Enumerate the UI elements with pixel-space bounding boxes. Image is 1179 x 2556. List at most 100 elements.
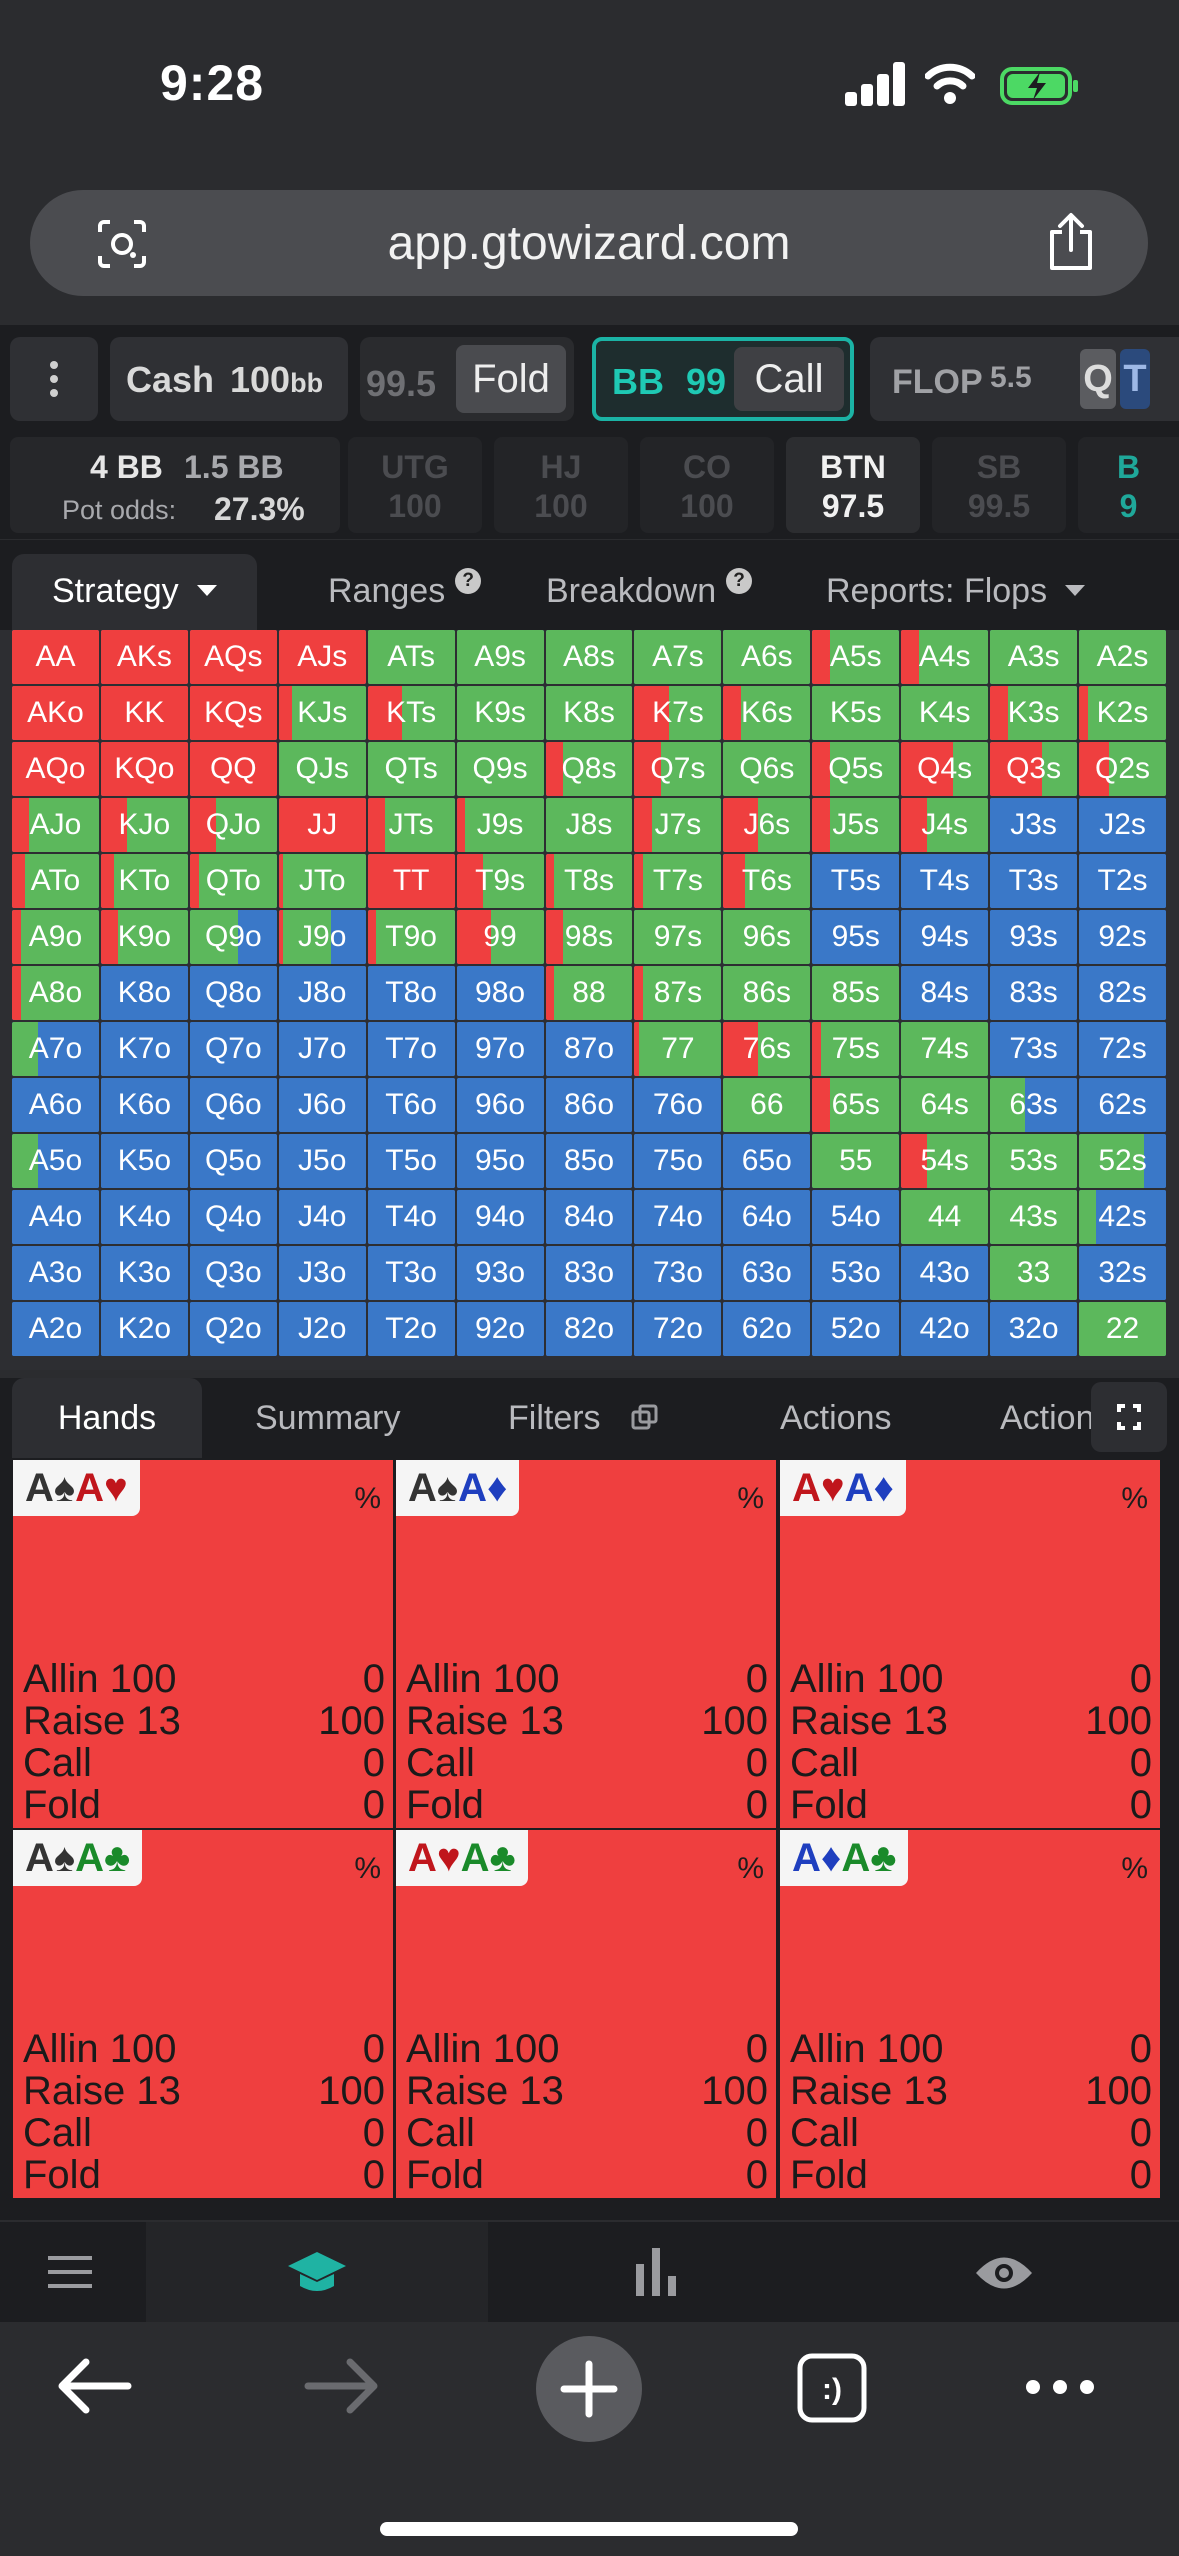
hand-cell[interactable]: J5s — [812, 798, 900, 852]
hand-cell[interactable]: 96s — [723, 910, 811, 964]
hand-combo-card[interactable]: A♠A♥% Allin 100 0 Raise 13 100 Call 0 Fold 0 — [13, 1460, 393, 1828]
hand-cell[interactable]: K5o — [100, 1134, 188, 1188]
hand-cell[interactable]: A7o — [12, 1022, 99, 1076]
hand-cell[interactable]: A6s — [723, 630, 811, 684]
hand-cell[interactable]: 92s — [1079, 910, 1166, 964]
hand-cell[interactable]: KJo — [100, 798, 188, 852]
hand-cell[interactable]: J2s — [1079, 798, 1166, 852]
hand-cell[interactable]: 53o — [812, 1246, 900, 1300]
hand-cell[interactable]: A4s — [901, 630, 989, 684]
game-type-chip[interactable]: Cash 100bb — [110, 337, 348, 421]
hand-cell[interactable]: AKs — [100, 630, 188, 684]
hand-cell[interactable]: A9o — [12, 910, 99, 964]
hand-cell[interactable]: KQs — [189, 686, 277, 740]
hand-cell[interactable]: 22 — [1079, 1302, 1166, 1356]
tab-breakdown[interactable]: Breakdown? — [546, 554, 753, 630]
hand-cell[interactable]: AJs — [278, 630, 366, 684]
hand-cell[interactable]: KTs — [367, 686, 455, 740]
hand-cell[interactable]: 87s — [634, 966, 722, 1020]
hand-cell[interactable]: QTs — [367, 742, 455, 796]
menu-icon[interactable] — [46, 2252, 94, 2292]
hand-cell[interactable]: T4s — [901, 854, 989, 908]
hand-cell[interactable]: A5o — [12, 1134, 99, 1188]
hand-cell[interactable]: 96o — [456, 1078, 544, 1132]
hand-cell[interactable]: 64s — [901, 1078, 989, 1132]
hand-cell[interactable]: 72s — [1079, 1022, 1166, 1076]
hand-cell[interactable]: 75o — [634, 1134, 722, 1188]
hand-cell[interactable]: Q5o — [189, 1134, 277, 1188]
study-cap-icon[interactable] — [286, 2248, 348, 2298]
hand-cell[interactable]: T7s — [634, 854, 722, 908]
hand-cell[interactable]: 44 — [901, 1190, 989, 1244]
hand-cell[interactable]: 94o — [456, 1190, 544, 1244]
hand-cell[interactable]: 83o — [545, 1246, 633, 1300]
hand-cell[interactable]: 73o — [634, 1246, 722, 1300]
address-bar[interactable]: app.gtowizard.com — [30, 190, 1148, 296]
hand-cell[interactable]: 74o — [634, 1190, 722, 1244]
hand-cell[interactable]: Q8s — [545, 742, 633, 796]
hand-cell[interactable]: 84s — [901, 966, 989, 1020]
fullscreen-button[interactable] — [1091, 1382, 1167, 1452]
hand-cell[interactable]: 52o — [812, 1302, 900, 1356]
share-icon[interactable] — [1044, 212, 1098, 272]
hand-combo-card[interactable]: A♠A♣% Allin 100 0 Raise 13 100 Call 0 Fold 0 — [13, 1830, 393, 2198]
hand-cell[interactable]: 97s — [634, 910, 722, 964]
hand-cell[interactable]: KQo — [100, 742, 188, 796]
hand-cell[interactable]: A9s — [456, 630, 544, 684]
hand-cell[interactable]: 62o — [723, 1302, 811, 1356]
hand-cell[interactable]: T8o — [367, 966, 455, 1020]
hand-cell[interactable]: 63s — [990, 1078, 1078, 1132]
hand-cell[interactable]: J6o — [278, 1078, 366, 1132]
hand-cell[interactable]: QJo — [189, 798, 277, 852]
new-tab-button[interactable] — [536, 2336, 642, 2442]
hand-cell[interactable]: Q3s — [990, 742, 1078, 796]
tab-reports[interactable]: Reports: Flops — [826, 554, 1086, 630]
hand-cell[interactable]: 53s — [990, 1134, 1078, 1188]
tab-actions-more[interactable]: Action — [1000, 1399, 1095, 1437]
hand-cell[interactable]: T3s — [990, 854, 1078, 908]
hand-cell[interactable]: QJs — [278, 742, 366, 796]
hand-cell[interactable]: 85s — [812, 966, 900, 1020]
hand-cell[interactable]: AQo — [12, 742, 99, 796]
hand-cell[interactable]: J9o — [278, 910, 366, 964]
hand-cell[interactable]: JTs — [367, 798, 455, 852]
hand-cell[interactable]: QQ — [189, 742, 277, 796]
back-arrow-icon[interactable] — [56, 2356, 132, 2416]
hand-cell[interactable]: 55 — [812, 1134, 900, 1188]
hand-cell[interactable]: 76s — [723, 1022, 811, 1076]
hand-cell[interactable]: KTo — [100, 854, 188, 908]
help-icon[interactable]: ? — [726, 568, 753, 594]
hand-cell[interactable]: 65s — [812, 1078, 900, 1132]
hand-cell[interactable]: T3o — [367, 1246, 455, 1300]
hand-cell[interactable]: K9s — [456, 686, 544, 740]
hand-cell[interactable]: J3s — [990, 798, 1078, 852]
hand-cell[interactable]: 86o — [545, 1078, 633, 1132]
hand-cell[interactable]: 42s — [1079, 1190, 1166, 1244]
hand-cell[interactable]: Q7s — [634, 742, 722, 796]
hand-cell[interactable]: K7o — [100, 1022, 188, 1076]
tab-hands[interactable]: Hands — [12, 1378, 202, 1458]
hand-cell[interactable]: Q5s — [812, 742, 900, 796]
hand-cell[interactable]: 83s — [990, 966, 1078, 1020]
hand-cell[interactable]: AKo — [12, 686, 99, 740]
hand-cell[interactable]: 32o — [990, 1302, 1078, 1356]
hand-cell[interactable]: T2s — [1079, 854, 1166, 908]
current-action-chip[interactable]: BB 99 Call — [592, 337, 854, 421]
hand-cell[interactable]: A4o — [12, 1190, 99, 1244]
hand-cell[interactable]: A8s — [545, 630, 633, 684]
hand-cell[interactable]: 84o — [545, 1190, 633, 1244]
hand-cell[interactable]: 74s — [901, 1022, 989, 1076]
hand-cell[interactable]: A2s — [1079, 630, 1166, 684]
hand-cell[interactable]: 43o — [901, 1246, 989, 1300]
hand-combo-card[interactable]: A♥A♦% Allin 100 0 Raise 13 100 Call 0 Fold 0 — [780, 1460, 1160, 1828]
hand-cell[interactable]: 94s — [901, 910, 989, 964]
hand-cell[interactable]: 93s — [990, 910, 1078, 964]
hand-cell[interactable]: J4o — [278, 1190, 366, 1244]
hand-cell[interactable]: 64o — [723, 1190, 811, 1244]
hand-cell[interactable]: Q7o — [189, 1022, 277, 1076]
hand-cell[interactable]: J3o — [278, 1246, 366, 1300]
hand-cell[interactable]: 93o — [456, 1246, 544, 1300]
hand-cell[interactable]: T2o — [367, 1302, 455, 1356]
hand-cell[interactable]: Q9s — [456, 742, 544, 796]
